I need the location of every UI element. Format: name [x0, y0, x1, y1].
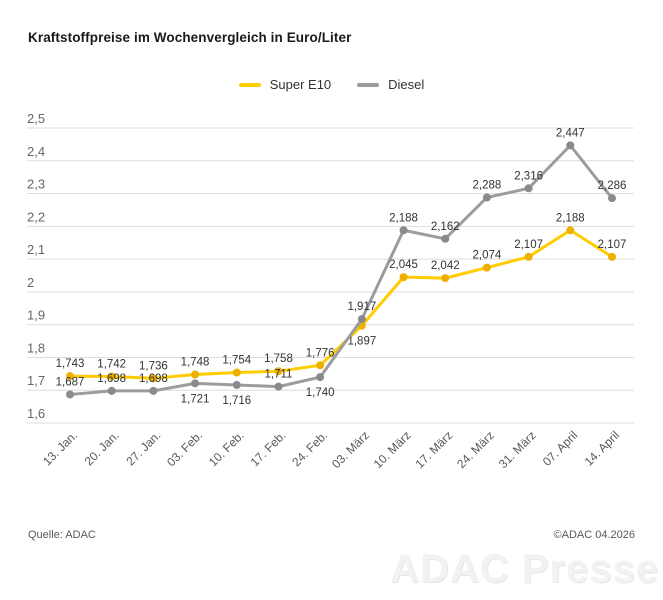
- y-tick-label: 1,9: [27, 308, 45, 323]
- data-label: 2,316: [514, 170, 543, 182]
- data-label: 2,188: [556, 212, 585, 224]
- legend-swatch-diesel-icon: [357, 82, 380, 87]
- data-point-diesel: [566, 141, 575, 150]
- x-tick-label: 13. Jan.: [40, 428, 80, 468]
- data-label: 2,447: [556, 127, 585, 139]
- x-tick-label: 10. Feb.: [206, 428, 247, 469]
- data-point-super-e10: [399, 273, 408, 282]
- x-tick-label: 20. Jan.: [82, 428, 122, 468]
- data-label: 1,740: [306, 387, 335, 399]
- legend-label-diesel: Diesel: [388, 77, 425, 92]
- data-label: 2,288: [473, 179, 502, 191]
- data-label: 2,107: [598, 239, 627, 251]
- data-point-diesel: [524, 184, 533, 193]
- data-point-diesel: [316, 373, 325, 382]
- data-point-super-e10: [524, 252, 533, 261]
- x-tick-label: 03. Feb.: [164, 428, 205, 469]
- y-tick-label: 1,8: [27, 340, 45, 355]
- legend-swatch-super-e10-icon: [238, 82, 261, 87]
- data-label: 2,188: [389, 212, 418, 224]
- data-point-diesel: [191, 379, 200, 388]
- y-tick-label: 2,5: [27, 111, 45, 126]
- data-label: 2,042: [431, 260, 460, 272]
- y-tick-label: 1,7: [27, 373, 45, 388]
- data-point-super-e10: [232, 368, 241, 377]
- data-label: 1,748: [181, 356, 210, 368]
- data-label: 1,736: [139, 360, 168, 372]
- data-point-diesel: [482, 193, 491, 202]
- data-point-diesel: [232, 380, 241, 389]
- data-label: 1,698: [139, 373, 168, 385]
- data-point-super-e10: [149, 374, 158, 383]
- legend-item-super-e10: Super E10: [238, 77, 332, 92]
- data-point-diesel: [441, 234, 450, 243]
- data-point-super-e10: [566, 226, 575, 235]
- data-point-super-e10: [107, 372, 116, 381]
- data-point-diesel: [149, 386, 158, 395]
- data-point-super-e10: [274, 367, 283, 376]
- x-tick-label: 03. März: [329, 428, 372, 471]
- data-point-diesel: [608, 194, 616, 203]
- data-label: 1,698: [97, 373, 126, 385]
- data-label: 1,776: [306, 347, 335, 359]
- series-line-diesel: [68, 143, 614, 396]
- data-label: 1,687: [56, 376, 85, 388]
- y-tick-label: 2,1: [27, 242, 45, 257]
- data-label: 1,721: [181, 393, 210, 405]
- y-tick-label: 2,2: [27, 209, 45, 224]
- data-point-diesel: [107, 386, 116, 395]
- data-label: 2,286: [598, 180, 627, 192]
- data-label: 1,754: [222, 355, 251, 367]
- data-point-diesel: [357, 315, 366, 324]
- chart-legend: Super E10 Diesel: [0, 77, 663, 92]
- x-tick-label: 07. April: [540, 428, 581, 469]
- copyright-note: ©ADAC 04.2026: [553, 529, 636, 541]
- data-point-super-e10: [66, 372, 74, 381]
- data-point-diesel: [66, 390, 74, 399]
- data-point-diesel: [399, 226, 408, 235]
- y-tick-label: 1,6: [27, 406, 45, 421]
- data-label: 1,743: [56, 358, 85, 370]
- x-tick-label: 17. März: [412, 428, 455, 471]
- data-point-super-e10: [441, 274, 450, 283]
- data-label: 1,917: [347, 301, 376, 313]
- legend-label-super-e10: Super E10: [269, 77, 332, 92]
- x-tick-label: 27. Jan.: [123, 428, 163, 468]
- data-point-super-e10: [316, 361, 325, 370]
- x-tick-label: 17. Feb.: [248, 428, 289, 469]
- data-label: 1,897: [347, 336, 376, 348]
- x-tick-label: 24. März: [454, 428, 497, 471]
- source-note: Quelle: ADAC: [28, 529, 96, 541]
- page-title: Kraftstoffpreise im Wochenvergleich in E…: [28, 30, 352, 45]
- data-label: 1,711: [264, 369, 292, 381]
- x-tick-label: 31. März: [496, 428, 539, 471]
- legend-item-diesel: Diesel: [357, 77, 424, 92]
- series-line-super-e10: [68, 228, 614, 380]
- data-label: 1,742: [97, 358, 126, 370]
- data-label: 2,045: [389, 259, 418, 271]
- data-label: 1,716: [222, 395, 251, 407]
- data-label: 2,074: [473, 250, 502, 262]
- data-point-super-e10: [608, 252, 616, 261]
- x-tick-label: 10. März: [371, 428, 414, 471]
- data-label: 2,162: [431, 221, 460, 233]
- data-point-super-e10: [482, 263, 491, 272]
- x-tick-label: 14. April: [582, 428, 623, 469]
- data-label: 1,758: [264, 353, 293, 365]
- line-chart: 2,5 2,4 2,3 2,2 2,1 2 1,9 1,8 1,7 1,6 13. Jan. 20. …: [27, 111, 634, 471]
- data-point-diesel: [274, 382, 283, 391]
- y-tick-label: 2: [27, 275, 34, 290]
- data-point-super-e10: [191, 370, 200, 379]
- adac-presse-watermark: ADAC Presse: [390, 547, 659, 591]
- y-tick-label: 2,4: [27, 144, 45, 159]
- x-tick-label: 24. Feb.: [289, 428, 330, 469]
- y-tick-label: 2,3: [27, 177, 45, 192]
- data-label: 2,107: [514, 239, 543, 251]
